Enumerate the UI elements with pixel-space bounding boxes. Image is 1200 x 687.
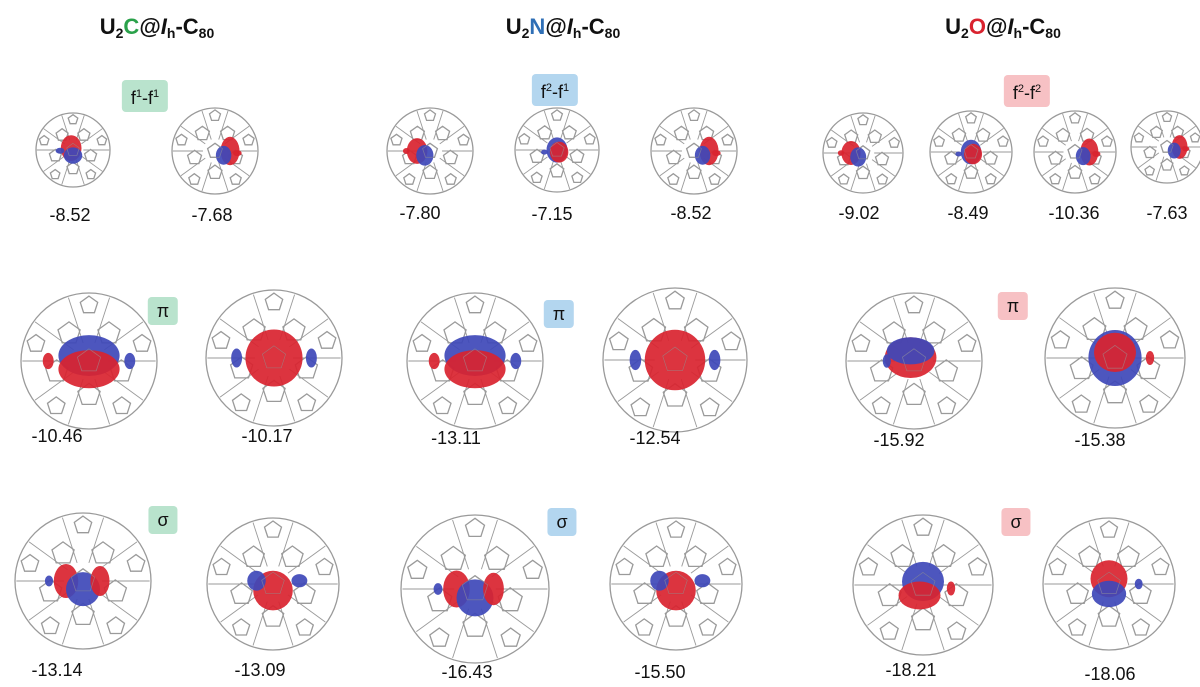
header-u2c: U2C@Ih-C80 <box>99 14 215 41</box>
energy-label: -9.02 <box>838 203 880 223</box>
orbital-cage-u2c-pi-2 <box>203 287 345 429</box>
orbital-cage-u2c-sigma-1 <box>12 510 154 652</box>
orbital-cage-u2o-f-3 <box>1031 108 1119 196</box>
orbital-cage-u2n-f-3 <box>648 105 740 197</box>
orbital-cage-u2o-pi-2 <box>1042 285 1188 431</box>
orbital-cage-u2n-sigma-2 <box>607 515 745 653</box>
energy-label: -13.11 <box>431 428 481 448</box>
energy-label: -10.17 <box>241 426 293 446</box>
energy-label: -10.36 <box>1048 203 1100 223</box>
orbital-cage-u2o-f-4 <box>1128 108 1200 186</box>
orbital-cage-u2o-f-1 <box>820 110 906 196</box>
tag-sigma-u2n: σ <box>547 508 577 536</box>
energy-label: -7.80 <box>399 203 441 223</box>
energy-label: -8.52 <box>49 205 91 225</box>
header-u2o: U2O@Ih-C80 <box>945 14 1061 41</box>
tag-f2-f1: f2-f1 <box>531 74 579 106</box>
orbital-cage-u2c-f-1 <box>33 110 113 190</box>
energy-label: -8.49 <box>947 203 989 223</box>
energy-label: -8.52 <box>670 203 712 223</box>
energy-label: -15.92 <box>873 430 925 450</box>
orbital-cage-u2n-sigma-1 <box>398 512 552 666</box>
energy-label: -18.06 <box>1084 664 1136 684</box>
orbital-cage-u2o-f-2 <box>927 108 1015 196</box>
tag-sigma-u2c: σ <box>148 506 178 534</box>
orbital-cage-u2n-f-2 <box>512 105 602 195</box>
energy-label: -15.50 <box>634 662 686 682</box>
tag-pi-u2c: π <box>147 297 179 325</box>
orbital-cage-u2o-sigma-2 <box>1040 515 1178 653</box>
energy-label: -12.54 <box>629 428 681 448</box>
energy-label: -10.46 <box>31 426 83 446</box>
orbital-cage-u2o-sigma-1 <box>850 512 996 658</box>
orbital-cage-u2o-pi-1 <box>843 290 985 432</box>
tag-f1-f1: f1-f1 <box>121 80 169 112</box>
energy-label: -18.21 <box>885 660 937 680</box>
energy-label: -7.68 <box>191 205 233 225</box>
tag-pi-u2n: π <box>543 300 575 328</box>
tag-f2-f2: f2-f2 <box>1003 75 1051 107</box>
tag-pi-u2o: π <box>997 292 1029 320</box>
orbital-cage-u2c-pi-1 <box>18 290 160 432</box>
orbital-cage-u2n-pi-2 <box>600 285 750 435</box>
energy-label: -15.38 <box>1074 430 1126 450</box>
orbital-cage-u2c-sigma-2 <box>204 515 342 653</box>
header-u2n: U2N@Ih-C80 <box>505 14 621 41</box>
energy-label: -7.63 <box>1146 203 1188 223</box>
energy-label: -7.15 <box>531 204 573 224</box>
energy-label: -16.43 <box>441 662 493 682</box>
energy-label: -13.09 <box>234 660 286 680</box>
tag-sigma-u2o: σ <box>1001 508 1031 536</box>
orbital-cage-u2n-pi-1 <box>404 290 546 432</box>
orbital-cage-u2n-f-1 <box>384 105 476 197</box>
orbital-cage-u2c-f-2 <box>169 105 261 197</box>
energy-label: -13.14 <box>31 660 83 680</box>
